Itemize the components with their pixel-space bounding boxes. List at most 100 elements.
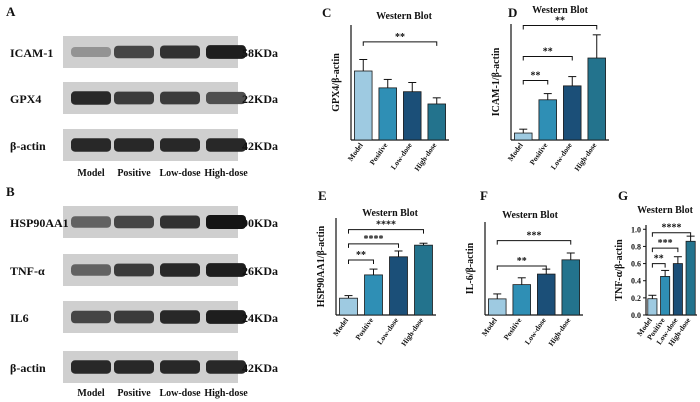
blot-band	[206, 310, 246, 324]
chart-d-significance-bracket	[522, 79, 549, 85]
chart-g-significance-bracket	[651, 247, 679, 253]
blot-lane-label: Model	[77, 388, 104, 399]
chart-f-ylabel: IL-6/β-actin	[465, 242, 476, 294]
panel-letter-b: B	[6, 184, 15, 199]
chart-e-significance-label: **	[356, 250, 366, 261]
blot-band	[71, 46, 111, 58]
chart-f-title: Western Blot	[502, 210, 558, 221]
chart-d-bar	[514, 132, 533, 141]
blot-size-label: 24KDa	[242, 311, 278, 325]
blot-size-label: 22KDa	[242, 92, 278, 106]
chart-g-ytick-label: 0.0	[631, 311, 641, 320]
chart-c-xtick-label: Low-dose	[389, 140, 414, 171]
blot-protein-label: IL6	[10, 311, 29, 325]
blot-protein-label: HSP90AA1	[10, 216, 69, 230]
blot-band	[206, 263, 246, 277]
chart-g-significance-label: ***	[658, 238, 673, 249]
blot-size-label: 26KDa	[242, 264, 278, 278]
chart-g-title: Western Blot	[637, 205, 693, 216]
blot-lane-label: Positive	[117, 388, 151, 399]
blot-band	[160, 215, 200, 229]
chart-f-xtick-label: Low-dose	[523, 315, 548, 346]
chart-g-bar	[672, 263, 683, 316]
chart-d-significance-label: **	[555, 16, 565, 27]
chart-f-xtick-label: Model	[480, 316, 499, 338]
chart-d-xtick-label: High-dose	[572, 140, 598, 172]
chart-f-significance-bracket	[496, 240, 572, 245]
blot-band	[71, 138, 111, 152]
chart-e-xtick-label: Low-dose	[375, 315, 400, 346]
chart-e-bar	[414, 244, 433, 316]
chart-f-bar	[488, 298, 507, 316]
chart-d-significance-label: **	[531, 70, 541, 81]
blot-band	[160, 45, 200, 59]
blot-band	[114, 310, 154, 324]
chart-d-significance-label: **	[543, 46, 553, 57]
chart-f-significance-bracket	[496, 265, 547, 271]
blot-band	[114, 45, 154, 59]
blot-lane-label: Low-dose	[159, 168, 201, 179]
blot-band	[206, 138, 246, 152]
chart-g-bar	[647, 298, 658, 316]
chart-f-bar	[561, 259, 580, 316]
chart-f-significance-label: ***	[527, 231, 542, 242]
chart-e-title: Western Blot	[362, 208, 418, 219]
blot-lane-label: Positive	[117, 168, 151, 179]
blot-band	[71, 310, 111, 324]
blot-band	[206, 360, 246, 374]
blot-band	[114, 263, 154, 277]
blot-band	[206, 215, 246, 229]
blot-band	[114, 215, 154, 229]
chart-c-bar	[378, 87, 397, 141]
chart-g-significance-bracket	[651, 263, 666, 268]
blot-band	[114, 360, 154, 374]
chart-d-bar	[587, 57, 606, 141]
chart-c-bar	[403, 91, 422, 141]
blot-protein-label: ICAM-1	[10, 46, 53, 60]
panel-letter-e: E	[318, 188, 327, 203]
chart-g-ytick-label: 0.8	[631, 242, 641, 251]
chart-c-bar	[427, 103, 446, 141]
chart-c-title: Western Blot	[376, 11, 432, 22]
blot-band	[206, 45, 246, 59]
chart-g-ytick-label: 0.2	[631, 294, 641, 303]
chart-e-significance-label: ****	[364, 234, 384, 245]
chart-c-bar	[354, 70, 373, 141]
chart-d-significance-bracket	[522, 55, 573, 61]
blot-band	[71, 264, 111, 276]
blot-band	[114, 91, 154, 105]
chart-d-xtick-label: Model	[506, 141, 525, 163]
chart-c-ylabel: GPX4/β-actin	[331, 53, 342, 112]
chart-f-xtick-label: Positive	[502, 315, 524, 341]
chart-e-bar	[339, 297, 358, 316]
chart-d-ylabel: ICAM-1/β-actin	[491, 47, 502, 116]
chart-e-significance-bracket	[348, 243, 399, 248]
blot-lane-label: Model	[77, 168, 104, 179]
blot-size-label: 90KDa	[242, 216, 278, 230]
chart-e-ylabel: HSP90AA1/β-actin	[316, 225, 327, 307]
chart-f-bar	[537, 273, 556, 316]
chart-e-xtick-label: High-dose	[399, 315, 425, 347]
chart-g-ytick-label: 0.4	[631, 277, 641, 286]
blot-band	[206, 91, 246, 105]
chart-f-xtick-label: High-dose	[546, 315, 572, 347]
blot-lane-label: High-dose	[204, 388, 248, 399]
blot-protein-label: TNF-α	[10, 264, 45, 278]
chart-e-significance-label: ****	[376, 220, 396, 231]
chart-e-bar	[389, 256, 408, 316]
chart-d-significance-bracket	[522, 25, 598, 30]
chart-g-significance-label: **	[654, 254, 664, 265]
blot-band	[71, 91, 111, 105]
panel-letter-c: C	[322, 5, 331, 20]
blot-lane-label: High-dose	[204, 168, 248, 179]
blot-band	[114, 138, 154, 152]
chart-g-bar	[660, 276, 671, 316]
chart-e-significance-bracket	[348, 259, 374, 265]
chart-g-ytick-label: 1.0	[631, 225, 641, 234]
chart-d-title: Western Blot	[532, 5, 588, 16]
chart-g-ylabel: TNF-α/β-actin	[614, 239, 625, 301]
chart-c-xtick-label: Positive	[368, 140, 390, 166]
chart-d-bar	[563, 85, 582, 141]
